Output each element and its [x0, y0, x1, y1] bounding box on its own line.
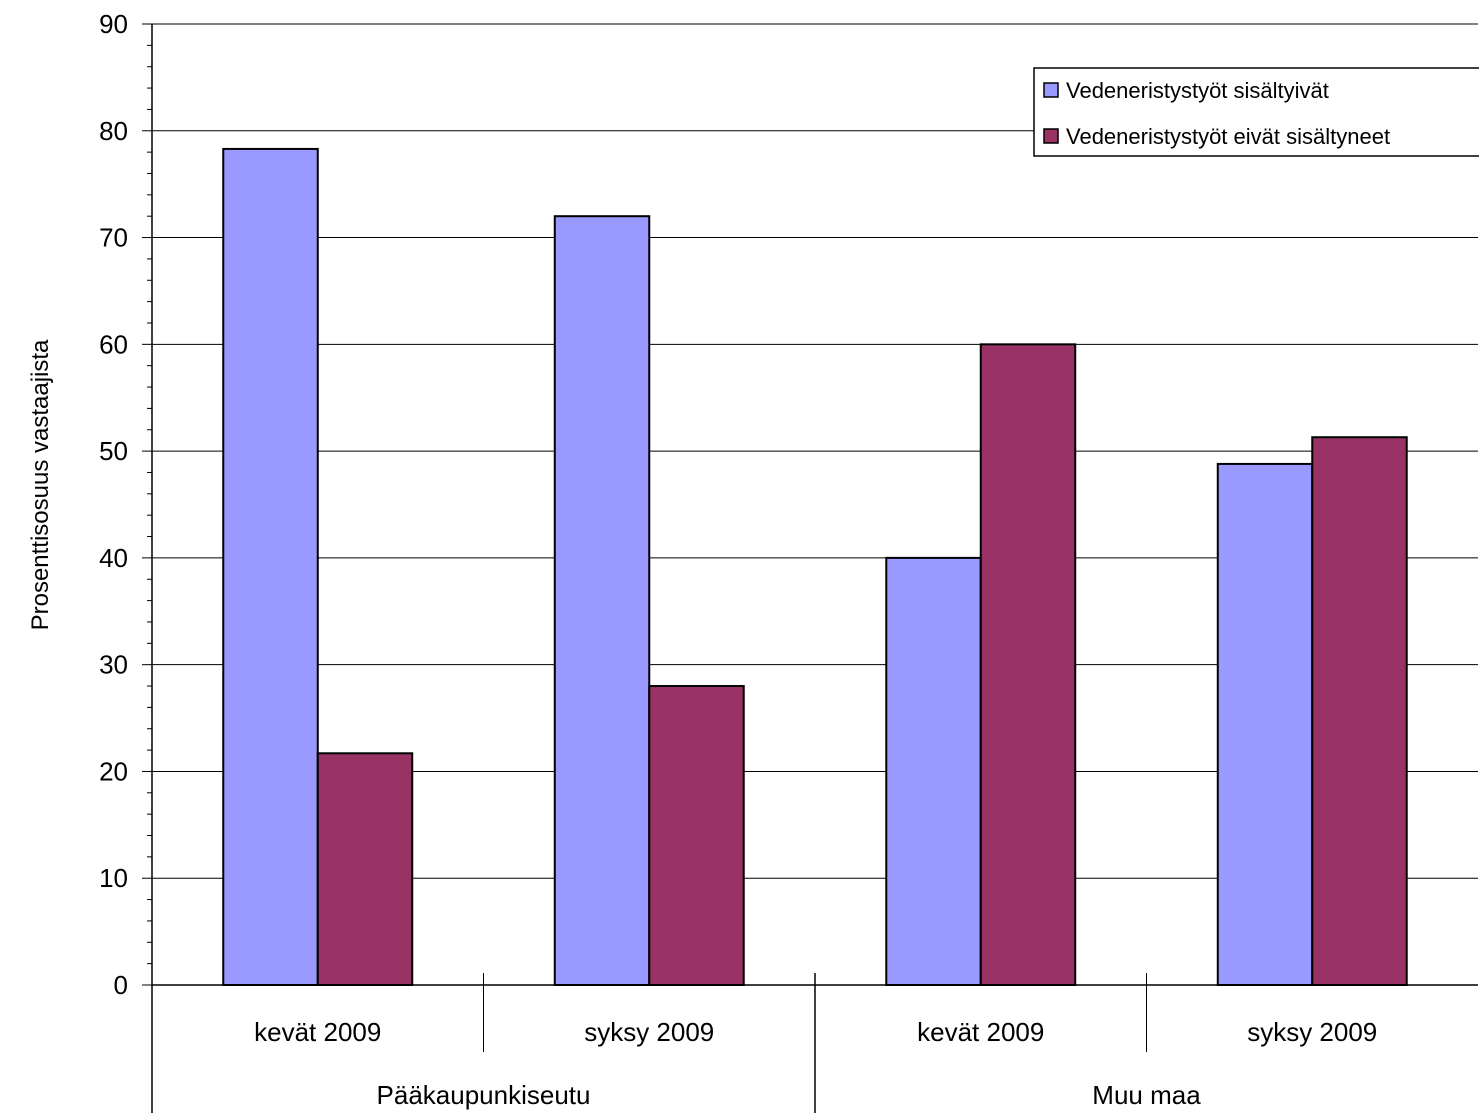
bar-series-1-category-3 — [885, 556, 982, 987]
y-tick-label: 0 — [114, 970, 128, 1000]
x-category-label: syksy 2009 — [1247, 1017, 1377, 1047]
bars — [222, 147, 1408, 987]
y-tick-label: 90 — [99, 9, 128, 39]
y-tick-label: 10 — [99, 863, 128, 893]
bar-series-2-category-1 — [316, 752, 414, 987]
bar-series-2-category-4 — [1311, 436, 1408, 987]
y-tick-label: 20 — [99, 756, 128, 786]
y-axis-label: Prosenttisosuus vastaajista — [27, 339, 54, 630]
y-tick-label: 30 — [99, 650, 128, 680]
y-tick-label: 50 — [99, 436, 128, 466]
x-group-label: Muu maa — [1092, 1080, 1201, 1110]
bar-series-2-category-3 — [979, 343, 1077, 987]
y-tick-label: 80 — [99, 116, 128, 146]
x-group-label: Pääkaupunkiseutu — [377, 1080, 591, 1110]
bar-series-2-category-2 — [648, 685, 745, 986]
bar-series-1-category-2 — [553, 215, 651, 986]
y-tick-label: 40 — [99, 543, 128, 573]
legend-box — [1033, 67, 1479, 157]
bar-series-1-category-1 — [222, 147, 319, 986]
y-axis: 0 10 20 30 40 50 60 70 80 90 — [99, 9, 153, 1000]
legend-label: Vedeneristystyöt eivät sisältyneet — [1066, 124, 1390, 149]
legend: Vedeneristystyöt sisältyivät Vedeneristys… — [1033, 67, 1479, 157]
legend-label: Vedeneristystyöt sisältyivät — [1066, 78, 1329, 103]
legend-swatch — [1043, 82, 1059, 98]
x-category-label: kevät 2009 — [917, 1017, 1044, 1047]
y-tick-label: 70 — [99, 223, 128, 253]
y-tick-label: 60 — [99, 329, 128, 359]
x-axis: kevät 2009 syksy 2009 kevät 2009 syksy 2009… — [151, 973, 1478, 1113]
x-category-label: kevät 2009 — [254, 1017, 381, 1047]
x-category-label: syksy 2009 — [584, 1017, 714, 1047]
bar-series-1-category-4 — [1216, 462, 1314, 986]
legend-swatch — [1043, 128, 1059, 144]
